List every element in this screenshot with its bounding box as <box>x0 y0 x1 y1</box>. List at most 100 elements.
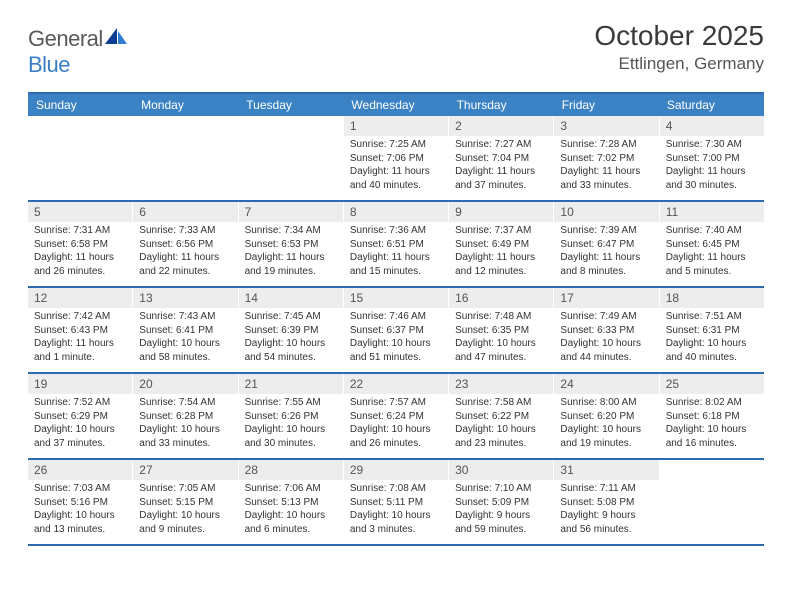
day-number: 5 <box>28 202 132 222</box>
day-cell: 5Sunrise: 7:31 AMSunset: 6:58 PMDaylight… <box>28 202 133 286</box>
sunset-text: Sunset: 6:53 PM <box>245 238 337 252</box>
sunrise-text: Sunrise: 7:33 AM <box>139 224 231 238</box>
day-number: 17 <box>554 288 658 308</box>
daylight-text: Daylight: 10 hours and 44 minutes. <box>560 337 652 364</box>
day-body: Sunrise: 7:03 AMSunset: 5:16 PMDaylight:… <box>28 482 132 540</box>
dow-wednesday: Wednesday <box>343 94 448 116</box>
header: General Blue October 2025 Ettlingen, Ger… <box>28 20 764 78</box>
daylight-text: Daylight: 11 hours and 33 minutes. <box>560 165 652 192</box>
sunrise-text: Sunrise: 7:08 AM <box>350 482 442 496</box>
day-body: Sunrise: 7:28 AMSunset: 7:02 PMDaylight:… <box>554 138 658 196</box>
logo-word2: Blue <box>28 52 70 77</box>
sunset-text: Sunset: 6:24 PM <box>350 410 442 424</box>
day-body: Sunrise: 7:57 AMSunset: 6:24 PMDaylight:… <box>344 396 448 454</box>
sunrise-text: Sunrise: 7:36 AM <box>350 224 442 238</box>
day-cell: 18Sunrise: 7:51 AMSunset: 6:31 PMDayligh… <box>660 288 764 372</box>
daylight-text: Daylight: 10 hours and 13 minutes. <box>34 509 126 536</box>
daylight-text: Daylight: 10 hours and 37 minutes. <box>34 423 126 450</box>
day-body: Sunrise: 7:55 AMSunset: 6:26 PMDaylight:… <box>239 396 343 454</box>
sunrise-text: Sunrise: 7:34 AM <box>245 224 337 238</box>
day-cell: 3Sunrise: 7:28 AMSunset: 7:02 PMDaylight… <box>554 116 659 200</box>
day-body: Sunrise: 7:25 AMSunset: 7:06 PMDaylight:… <box>344 138 448 196</box>
day-number: 20 <box>133 374 237 394</box>
daylight-text: Daylight: 11 hours and 22 minutes. <box>139 251 231 278</box>
day-body: Sunrise: 7:49 AMSunset: 6:33 PMDaylight:… <box>554 310 658 368</box>
sunrise-text: Sunrise: 7:48 AM <box>455 310 547 324</box>
logo-text: General Blue <box>28 26 129 78</box>
day-body: Sunrise: 7:27 AMSunset: 7:04 PMDaylight:… <box>449 138 553 196</box>
sunrise-text: Sunrise: 7:49 AM <box>560 310 652 324</box>
sunrise-text: Sunrise: 7:39 AM <box>560 224 652 238</box>
daylight-text: Daylight: 10 hours and 23 minutes. <box>455 423 547 450</box>
day-number: 12 <box>28 288 132 308</box>
day-cell: 16Sunrise: 7:48 AMSunset: 6:35 PMDayligh… <box>449 288 554 372</box>
day-number: 26 <box>28 460 132 480</box>
week-row: 1Sunrise: 7:25 AMSunset: 7:06 PMDaylight… <box>28 116 764 202</box>
sunset-text: Sunset: 6:41 PM <box>139 324 231 338</box>
sunrise-text: Sunrise: 7:05 AM <box>139 482 231 496</box>
day-body: Sunrise: 7:51 AMSunset: 6:31 PMDaylight:… <box>660 310 764 368</box>
day-body: Sunrise: 7:10 AMSunset: 5:09 PMDaylight:… <box>449 482 553 540</box>
sunrise-text: Sunrise: 7:42 AM <box>34 310 126 324</box>
week-row: 26Sunrise: 7:03 AMSunset: 5:16 PMDayligh… <box>28 460 764 546</box>
daylight-text: Daylight: 9 hours and 56 minutes. <box>560 509 652 536</box>
sunset-text: Sunset: 6:37 PM <box>350 324 442 338</box>
sunset-text: Sunset: 5:15 PM <box>139 496 231 510</box>
day-number: 2 <box>449 116 553 136</box>
day-cell: 12Sunrise: 7:42 AMSunset: 6:43 PMDayligh… <box>28 288 133 372</box>
sunset-text: Sunset: 6:35 PM <box>455 324 547 338</box>
day-cell: 31Sunrise: 7:11 AMSunset: 5:08 PMDayligh… <box>554 460 659 544</box>
day-cell <box>133 116 238 200</box>
sunset-text: Sunset: 6:39 PM <box>245 324 337 338</box>
daylight-text: Daylight: 11 hours and 37 minutes. <box>455 165 547 192</box>
daylight-text: Daylight: 11 hours and 5 minutes. <box>666 251 758 278</box>
day-cell <box>660 460 764 544</box>
day-number: 18 <box>660 288 764 308</box>
day-cell: 10Sunrise: 7:39 AMSunset: 6:47 PMDayligh… <box>554 202 659 286</box>
sunset-text: Sunset: 7:06 PM <box>350 152 442 166</box>
sunrise-text: Sunrise: 7:10 AM <box>455 482 547 496</box>
day-cell: 24Sunrise: 8:00 AMSunset: 6:20 PMDayligh… <box>554 374 659 458</box>
daylight-text: Daylight: 10 hours and 16 minutes. <box>666 423 758 450</box>
sunset-text: Sunset: 6:20 PM <box>560 410 652 424</box>
sunrise-text: Sunrise: 7:43 AM <box>139 310 231 324</box>
day-body: Sunrise: 7:11 AMSunset: 5:08 PMDaylight:… <box>554 482 658 540</box>
daylight-text: Daylight: 10 hours and 19 minutes. <box>560 423 652 450</box>
day-body: Sunrise: 7:08 AMSunset: 5:11 PMDaylight:… <box>344 482 448 540</box>
logo-word1: General <box>28 26 103 51</box>
day-cell: 4Sunrise: 7:30 AMSunset: 7:00 PMDaylight… <box>660 116 764 200</box>
sunset-text: Sunset: 5:08 PM <box>560 496 652 510</box>
sunrise-text: Sunrise: 7:31 AM <box>34 224 126 238</box>
daylight-text: Daylight: 10 hours and 3 minutes. <box>350 509 442 536</box>
daylight-text: Daylight: 11 hours and 19 minutes. <box>245 251 337 278</box>
day-body: Sunrise: 7:43 AMSunset: 6:41 PMDaylight:… <box>133 310 237 368</box>
dow-sunday: Sunday <box>28 94 133 116</box>
day-body: Sunrise: 8:00 AMSunset: 6:20 PMDaylight:… <box>554 396 658 454</box>
day-number: 8 <box>344 202 448 222</box>
day-number: 3 <box>554 116 658 136</box>
day-number: 24 <box>554 374 658 394</box>
day-body: Sunrise: 7:46 AMSunset: 6:37 PMDaylight:… <box>344 310 448 368</box>
page-title: October 2025 <box>594 20 764 52</box>
sunrise-text: Sunrise: 7:57 AM <box>350 396 442 410</box>
logo: General Blue <box>28 20 129 78</box>
location: Ettlingen, Germany <box>594 54 764 74</box>
day-body: Sunrise: 7:06 AMSunset: 5:13 PMDaylight:… <box>239 482 343 540</box>
day-body: Sunrise: 7:30 AMSunset: 7:00 PMDaylight:… <box>660 138 764 196</box>
dow-tuesday: Tuesday <box>238 94 343 116</box>
day-body: Sunrise: 8:02 AMSunset: 6:18 PMDaylight:… <box>660 396 764 454</box>
day-body: Sunrise: 7:45 AMSunset: 6:39 PMDaylight:… <box>239 310 343 368</box>
sunrise-text: Sunrise: 7:28 AM <box>560 138 652 152</box>
day-body: Sunrise: 7:39 AMSunset: 6:47 PMDaylight:… <box>554 224 658 282</box>
day-cell: 7Sunrise: 7:34 AMSunset: 6:53 PMDaylight… <box>239 202 344 286</box>
daylight-text: Daylight: 10 hours and 26 minutes. <box>350 423 442 450</box>
day-cell: 27Sunrise: 7:05 AMSunset: 5:15 PMDayligh… <box>133 460 238 544</box>
day-number: 9 <box>449 202 553 222</box>
sunset-text: Sunset: 6:58 PM <box>34 238 126 252</box>
week-row: 19Sunrise: 7:52 AMSunset: 6:29 PMDayligh… <box>28 374 764 460</box>
sunrise-text: Sunrise: 7:51 AM <box>666 310 758 324</box>
sunset-text: Sunset: 6:26 PM <box>245 410 337 424</box>
day-cell: 19Sunrise: 7:52 AMSunset: 6:29 PMDayligh… <box>28 374 133 458</box>
daylight-text: Daylight: 10 hours and 30 minutes. <box>245 423 337 450</box>
sunrise-text: Sunrise: 7:27 AM <box>455 138 547 152</box>
